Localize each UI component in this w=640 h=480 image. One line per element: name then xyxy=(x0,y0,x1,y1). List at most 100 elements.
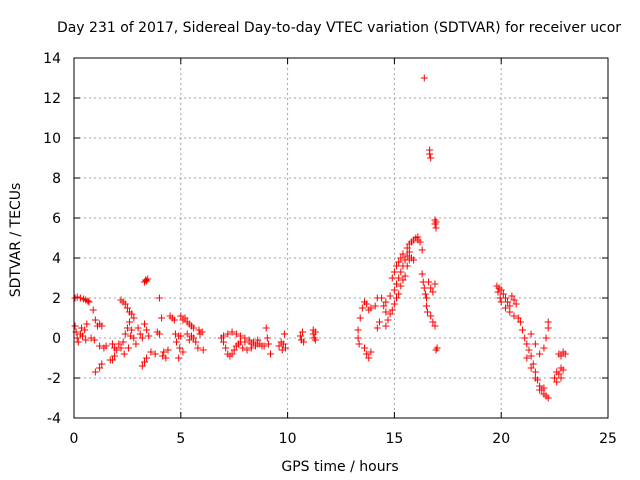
plot-frame xyxy=(73,57,609,419)
data-point xyxy=(516,318,524,326)
data-point xyxy=(405,248,413,256)
data-point xyxy=(140,320,148,328)
data-point xyxy=(264,340,272,348)
x-tick-label: 0 xyxy=(70,431,79,447)
data-point xyxy=(138,334,146,342)
data-point xyxy=(523,340,531,348)
data-point xyxy=(267,350,275,358)
y-tick-label: 6 xyxy=(52,211,61,227)
data-point xyxy=(199,346,207,354)
data-point xyxy=(544,394,552,402)
data-point xyxy=(527,364,535,372)
data-point xyxy=(427,284,435,292)
data-point xyxy=(145,332,153,340)
data-point xyxy=(115,340,123,348)
data-point xyxy=(531,368,539,376)
data-point xyxy=(356,314,364,322)
data-point xyxy=(553,378,561,386)
data-point xyxy=(525,346,533,354)
data-point xyxy=(519,326,527,334)
data-point xyxy=(557,352,565,360)
data-point xyxy=(279,340,287,348)
data-point xyxy=(138,362,146,370)
data-point xyxy=(354,326,362,334)
data-point xyxy=(181,314,189,322)
data-point xyxy=(429,288,437,296)
data-point xyxy=(527,352,535,360)
data-point xyxy=(429,318,437,326)
data-point xyxy=(373,324,381,332)
data-point xyxy=(79,332,87,340)
data-point xyxy=(232,330,240,338)
data-point xyxy=(144,275,152,283)
data-point xyxy=(158,314,166,322)
data-point xyxy=(395,274,403,282)
data-point xyxy=(300,338,308,346)
data-point xyxy=(422,302,430,310)
data-point xyxy=(501,304,509,312)
data-point xyxy=(198,328,206,336)
data-point xyxy=(177,312,185,320)
data-point xyxy=(358,304,366,312)
data-point xyxy=(247,340,255,348)
data-point xyxy=(91,368,99,376)
data-point xyxy=(239,344,247,352)
data-point xyxy=(360,344,368,352)
data-point xyxy=(98,322,106,330)
data-point xyxy=(108,356,116,364)
data-point xyxy=(363,300,371,308)
data-point xyxy=(113,346,121,354)
data-point xyxy=(506,302,514,310)
data-point xyxy=(194,344,202,352)
data-point xyxy=(134,324,142,332)
data-point xyxy=(128,326,136,334)
data-point xyxy=(397,268,405,276)
data-point xyxy=(98,360,106,368)
data-point xyxy=(176,344,184,352)
data-point xyxy=(190,324,198,332)
data-point xyxy=(497,286,505,294)
data-point xyxy=(71,322,79,330)
data-point xyxy=(544,324,552,332)
data-point xyxy=(403,252,411,260)
y-tick-label: -2 xyxy=(47,371,61,387)
data-point xyxy=(397,254,405,262)
data-point xyxy=(263,334,271,342)
data-point xyxy=(123,304,131,312)
data-point xyxy=(190,334,198,342)
data-point xyxy=(551,374,559,382)
data-point xyxy=(111,352,119,360)
y-tick-label: -4 xyxy=(47,411,61,427)
data-point xyxy=(382,298,390,306)
data-point xyxy=(420,284,428,292)
data-point xyxy=(523,354,531,362)
data-point xyxy=(151,350,159,358)
data-point xyxy=(544,318,552,326)
x-tick-label: 25 xyxy=(599,431,617,447)
data-point xyxy=(220,332,228,340)
data-point xyxy=(252,342,260,350)
data-point xyxy=(388,306,396,314)
data-point xyxy=(390,300,398,308)
data-point xyxy=(108,340,116,348)
data-point xyxy=(130,314,138,322)
data-point xyxy=(256,340,264,348)
y-tick-label: 4 xyxy=(52,251,61,267)
data-point xyxy=(179,348,187,356)
data-point xyxy=(155,330,163,338)
data-point xyxy=(510,296,518,304)
data-point xyxy=(245,336,253,344)
data-point xyxy=(280,330,288,338)
y-tick-label: 8 xyxy=(52,171,61,187)
data-point xyxy=(275,342,283,350)
data-point xyxy=(393,294,401,302)
data-point xyxy=(531,374,539,382)
data-points xyxy=(71,74,569,402)
y-tick-label: 0 xyxy=(52,331,61,347)
y-tick-label: 2 xyxy=(52,291,61,307)
data-point xyxy=(73,334,81,342)
data-point xyxy=(128,310,136,318)
data-point xyxy=(410,256,418,264)
data-point xyxy=(527,330,535,338)
